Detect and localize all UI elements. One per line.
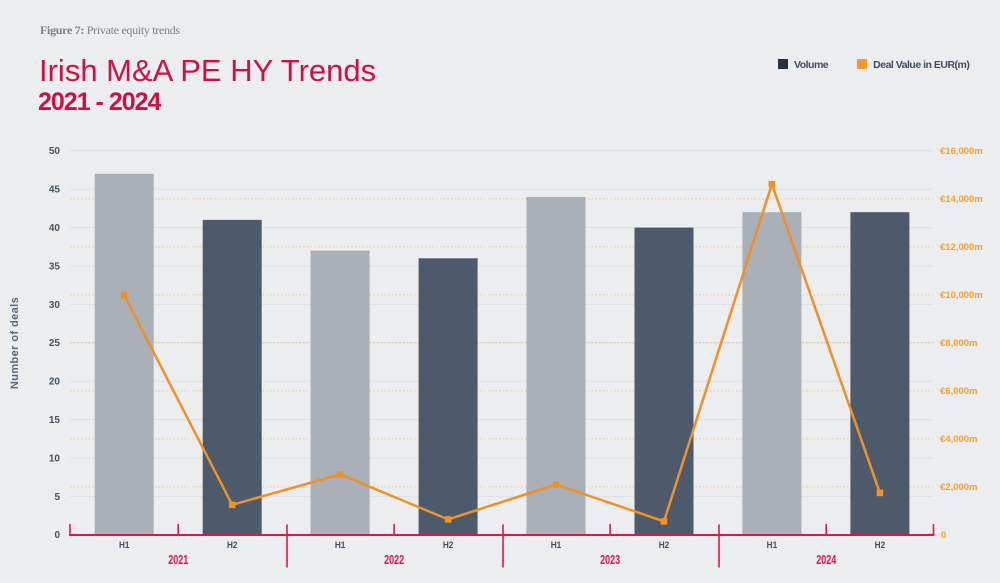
svg-text:€10,000m: €10,000m (940, 290, 983, 301)
svg-text:H1: H1 (335, 540, 346, 551)
svg-text:15: 15 (49, 415, 61, 426)
svg-text:H1: H1 (119, 540, 130, 551)
svg-text:2023: 2023 (600, 552, 620, 567)
svg-text:H2: H2 (227, 540, 238, 551)
svg-text:H2: H2 (659, 540, 670, 551)
svg-text:10: 10 (49, 453, 61, 464)
svg-text:0: 0 (941, 530, 946, 541)
svg-text:2022: 2022 (384, 552, 404, 567)
svg-text:€2,000m: €2,000m (940, 482, 978, 493)
svg-text:5: 5 (54, 492, 60, 503)
svg-text:€12,000m: €12,000m (940, 242, 983, 253)
svg-text:35: 35 (49, 261, 61, 272)
svg-text:€16,000m: €16,000m (940, 146, 983, 157)
svg-text:H1: H1 (551, 540, 562, 551)
svg-text:H2: H2 (443, 540, 454, 551)
svg-text:2024: 2024 (816, 552, 837, 567)
svg-text:30: 30 (49, 300, 61, 311)
svg-text:45: 45 (49, 185, 61, 196)
svg-text:50: 50 (49, 146, 61, 157)
svg-text:€14,000m: €14,000m (940, 194, 983, 205)
svg-text:€4,000m: €4,000m (940, 434, 978, 445)
svg-text:0: 0 (54, 530, 60, 541)
svg-text:H1: H1 (767, 540, 778, 551)
svg-text:€8,000m: €8,000m (940, 338, 978, 349)
svg-text:Number of deals: Number of deals (9, 297, 21, 389)
svg-text:2021: 2021 (168, 552, 188, 567)
svg-text:€6,000m: €6,000m (940, 386, 978, 397)
svg-text:H2: H2 (875, 540, 886, 551)
svg-text:40: 40 (49, 223, 61, 234)
svg-text:25: 25 (49, 338, 61, 349)
svg-text:20: 20 (49, 377, 61, 388)
